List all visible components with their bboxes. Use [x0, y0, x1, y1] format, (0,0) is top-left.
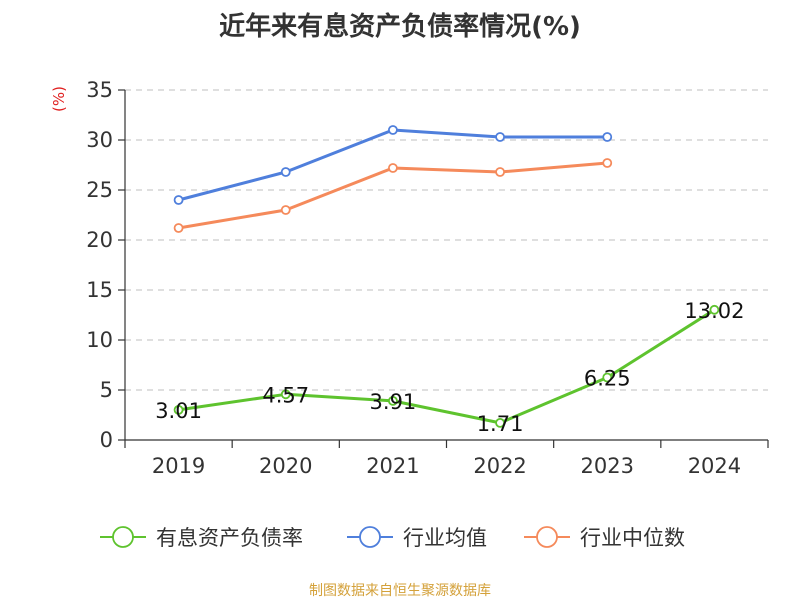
data-point	[709, 304, 720, 315]
y-tick-label: 20	[86, 228, 113, 252]
data-source-note: 制图数据来自恒生聚源数据库	[309, 583, 491, 599]
y-tick-label: 30	[86, 128, 113, 152]
data-point	[602, 158, 613, 168]
data-label: 1.71	[477, 412, 524, 436]
legend-marker	[359, 526, 381, 548]
legend: 有息资产负债率 行业均值 行业中位数	[100, 526, 685, 550]
data-label: 4.57	[262, 383, 309, 407]
x-tick-label: 2021	[366, 454, 419, 478]
data-point	[173, 223, 184, 233]
data-point	[388, 395, 398, 406]
data-label: 6.25	[584, 367, 631, 391]
x-tick-label: 2022	[473, 454, 526, 478]
legend-item: 行业中位数	[524, 526, 685, 550]
grid-lines	[125, 89, 768, 391]
legend-label: 行业均值	[403, 526, 487, 550]
y-tick-label: 35	[86, 78, 113, 102]
data-labels: 3.01 4.57 3.91 1.71 6.25 13.02	[155, 299, 744, 436]
data-label: 3.91	[370, 390, 417, 414]
x-tick-labels: 2019 2020 2021 2022 2023 2024	[152, 454, 741, 478]
y-tick-label: 15	[86, 278, 113, 302]
data-point	[280, 167, 291, 177]
data-point	[602, 132, 613, 142]
legend-label: 有息资产负债率	[156, 526, 303, 550]
x-tick-label: 2023	[581, 454, 634, 478]
y-tick-label: 10	[86, 328, 113, 352]
data-point	[280, 205, 291, 215]
y-tick-label: 25	[86, 178, 113, 202]
legend-label: 行业中位数	[580, 526, 685, 550]
data-point	[495, 167, 505, 177]
data-point	[388, 125, 398, 135]
data-point	[388, 163, 398, 173]
y-tick-labels: 0 5 10 15 20 25 30 35	[86, 78, 113, 452]
data-point	[495, 417, 505, 428]
series-points	[173, 125, 720, 428]
x-tick-label: 2019	[152, 454, 205, 478]
data-point	[602, 372, 613, 383]
axes	[118, 89, 769, 448]
x-tick-label: 2020	[259, 454, 312, 478]
data-point	[173, 404, 184, 415]
legend-marker	[112, 526, 134, 548]
x-tick-label: 2024	[688, 454, 741, 478]
legend-item: 有息资产负债率	[100, 526, 303, 550]
y-tick-label: 5	[100, 378, 113, 402]
legend-item: 行业均值	[347, 526, 487, 550]
data-label: 13.02	[684, 299, 744, 323]
data-label: 3.01	[155, 399, 202, 423]
series-line	[178, 308, 716, 425]
data-point	[173, 195, 184, 205]
series-lines	[178, 128, 716, 425]
legend-marker	[536, 526, 558, 548]
data-point	[495, 132, 505, 142]
y-tick-label: 0	[100, 428, 113, 452]
chart-title: 近年来有息资产负债率情况(%)	[219, 12, 581, 42]
data-point	[280, 389, 291, 400]
